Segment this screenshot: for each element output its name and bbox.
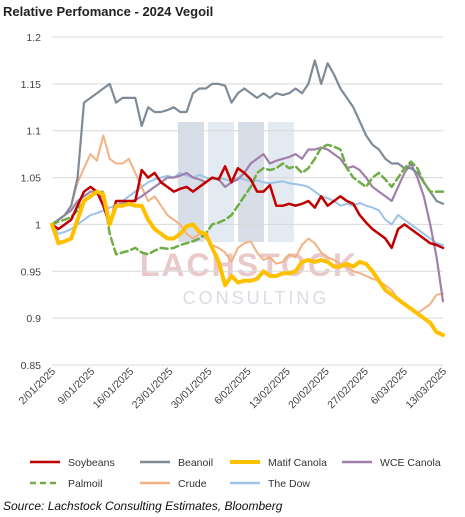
- y-tick-label: 1.1: [26, 126, 41, 138]
- series-line-soybeans: [50, 165, 445, 250]
- watermark-bar: [178, 122, 204, 242]
- x-tick-label: 13/02/2025: [247, 366, 293, 412]
- y-tick-label: 1: [35, 219, 41, 231]
- y-tick-label: 0.85: [21, 360, 42, 372]
- x-tick-label: 23/01/2025: [130, 366, 176, 412]
- legend-item: Matif Canola: [230, 457, 327, 469]
- series-line-beanoil: [50, 59, 445, 226]
- legend-label: The Dow: [268, 478, 310, 490]
- legend-item: Beanoil: [140, 457, 213, 469]
- y-tick-label: 1.15: [21, 79, 42, 91]
- series-line-palmoil: [50, 143, 445, 256]
- watermark-subtext: CONSULTING: [183, 288, 330, 308]
- x-tick-label: 6/03/2025: [369, 366, 411, 408]
- legend-label: Matif Canola: [268, 457, 327, 469]
- x-tick-label: 6/02/2025: [212, 366, 254, 408]
- legend-item: Palmoil: [30, 478, 102, 490]
- x-tick-label: 27/02/2025: [325, 366, 371, 412]
- x-tick-label: 16/01/2025: [91, 366, 137, 412]
- x-tick-label: 9/01/2025: [56, 366, 98, 408]
- legend-item: Crude: [140, 478, 207, 490]
- y-tick-label: 0.95: [21, 266, 42, 278]
- legend-label: Crude: [178, 478, 207, 490]
- y-tick-label: 0.9: [26, 313, 41, 325]
- y-tick-label: 1.2: [26, 32, 41, 44]
- chart-title: Relative Perfomance - 2024 Vegoil: [3, 4, 214, 19]
- x-tick-label: 30/01/2025: [169, 366, 215, 412]
- legend-item: The Dow: [230, 478, 310, 490]
- source-note: Source: Lachstock Consulting Estimates, …: [3, 499, 283, 513]
- legend-item: WCE Canola: [342, 457, 441, 469]
- legend-label: Palmoil: [68, 478, 102, 490]
- x-tick-label: 20/02/2025: [286, 366, 332, 412]
- y-tick-label: 1.05: [21, 173, 42, 185]
- watermark-text: LACHSTOCK: [140, 247, 358, 283]
- legend-item: Soybeans: [30, 457, 115, 469]
- legend-label: Beanoil: [178, 457, 213, 469]
- series-line-matif-canola: [50, 189, 445, 337]
- x-tick-label: 13/03/2025: [403, 366, 449, 412]
- legend-label: Soybeans: [68, 457, 115, 469]
- legend-label: WCE Canola: [380, 457, 441, 469]
